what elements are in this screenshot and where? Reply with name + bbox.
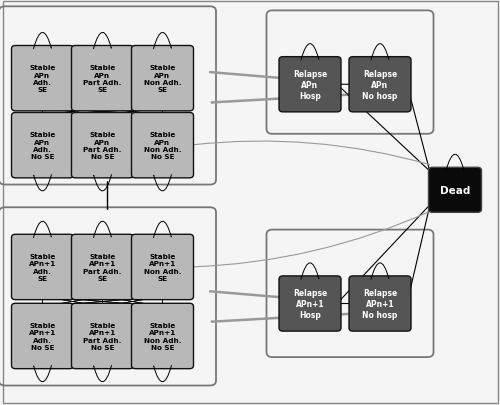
Text: Stable
APn
Part Adh.
SE: Stable APn Part Adh. SE xyxy=(84,65,122,93)
Text: Stable
APn+1
Part Adh.
No SE: Stable APn+1 Part Adh. No SE xyxy=(84,322,122,350)
FancyBboxPatch shape xyxy=(72,113,134,179)
Text: Dead: Dead xyxy=(440,185,470,195)
FancyBboxPatch shape xyxy=(132,47,194,112)
FancyBboxPatch shape xyxy=(349,58,411,113)
Text: Stable
APn+1
Non Adh.
No SE: Stable APn+1 Non Adh. No SE xyxy=(144,322,181,350)
Text: Relapse
APn+1
Hosp: Relapse APn+1 Hosp xyxy=(293,288,327,319)
Text: Stable
APn
Non Adh.
No SE: Stable APn Non Adh. No SE xyxy=(144,132,181,160)
Text: Stable
APn+1
Non Adh.
SE: Stable APn+1 Non Adh. SE xyxy=(144,254,181,281)
FancyBboxPatch shape xyxy=(12,47,74,112)
Text: Stable
APn+1
Adh.
SE: Stable APn+1 Adh. SE xyxy=(29,254,56,281)
Text: Stable
APn
Adh.
SE: Stable APn Adh. SE xyxy=(30,65,56,93)
FancyBboxPatch shape xyxy=(349,276,411,331)
Text: Stable
APn
Part Adh.
No SE: Stable APn Part Adh. No SE xyxy=(84,132,122,160)
FancyBboxPatch shape xyxy=(279,276,341,331)
Text: Stable
APn
Adh.
No SE: Stable APn Adh. No SE xyxy=(30,132,56,160)
FancyBboxPatch shape xyxy=(428,168,482,213)
FancyBboxPatch shape xyxy=(12,235,74,300)
Text: Relapse
APn
Hosp: Relapse APn Hosp xyxy=(293,70,327,100)
FancyBboxPatch shape xyxy=(12,113,74,179)
FancyBboxPatch shape xyxy=(132,235,194,300)
Text: Relapse
APn+1
No hosp: Relapse APn+1 No hosp xyxy=(362,288,398,319)
FancyBboxPatch shape xyxy=(132,113,194,179)
FancyBboxPatch shape xyxy=(72,304,134,369)
Text: Stable
APn
Non Adh.
SE: Stable APn Non Adh. SE xyxy=(144,65,181,93)
Text: Stable
APn+1
Adh.
No SE: Stable APn+1 Adh. No SE xyxy=(29,322,56,350)
FancyBboxPatch shape xyxy=(72,235,134,300)
Text: Stable
APn+1
Part Adh.
SE: Stable APn+1 Part Adh. SE xyxy=(84,254,122,281)
Text: Relapse
APn
No hosp: Relapse APn No hosp xyxy=(362,70,398,100)
FancyBboxPatch shape xyxy=(72,47,134,112)
FancyBboxPatch shape xyxy=(132,304,194,369)
FancyBboxPatch shape xyxy=(279,58,341,113)
FancyBboxPatch shape xyxy=(12,304,74,369)
